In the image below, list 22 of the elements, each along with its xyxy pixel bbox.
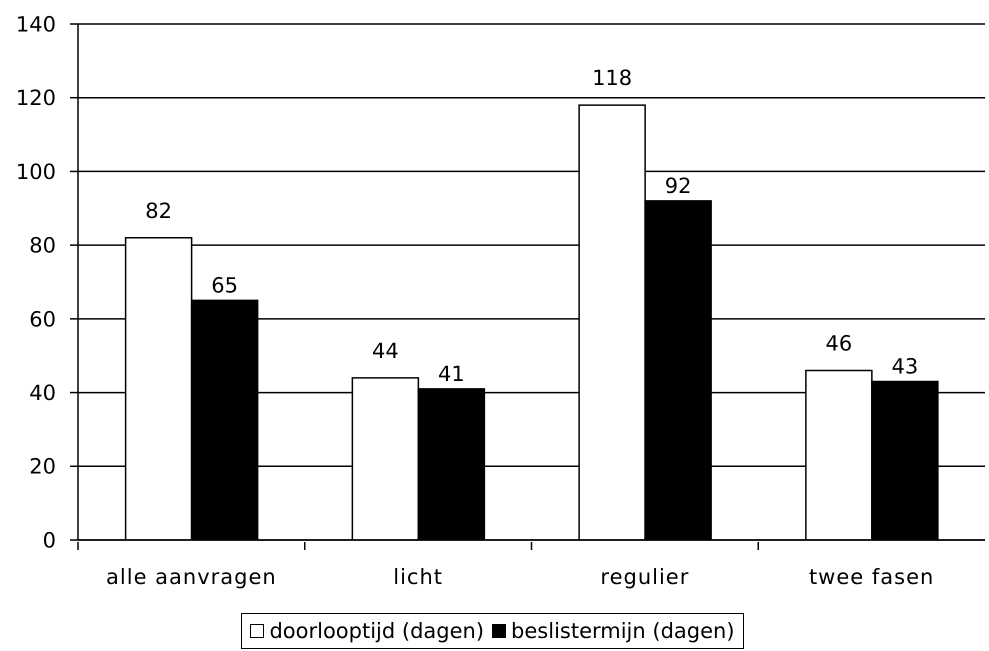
legend-label: doorlooptijd (dagen) <box>269 618 484 645</box>
y-tick-label: 40 <box>29 381 56 406</box>
y-tick-label: 60 <box>29 307 56 332</box>
y-tick-label: 80 <box>29 234 56 258</box>
data-label: 46 <box>826 331 852 356</box>
x-tick-label: regulier <box>600 565 690 589</box>
y-tick-label: 120 <box>16 86 56 110</box>
data-label: 118 <box>592 66 632 90</box>
data-label: 92 <box>664 174 692 198</box>
data-label: 43 <box>892 354 918 379</box>
data-label: 44 <box>372 338 399 363</box>
legend-label: beslistermijn (dagen) <box>511 618 735 645</box>
x-tick-label: licht <box>393 565 444 589</box>
y-tick-label: 20 <box>29 454 56 479</box>
data-label: 41 <box>438 362 465 386</box>
y-tick-label: 0 <box>42 528 56 552</box>
x-tick-label: alle aanvragen <box>106 565 277 589</box>
y-tick-label: 140 <box>16 12 56 36</box>
data-label: 65 <box>211 273 238 298</box>
x-tick-label: twee fasen <box>808 565 934 589</box>
data-label: 82 <box>145 198 172 223</box>
y-tick-label: 100 <box>16 160 56 184</box>
